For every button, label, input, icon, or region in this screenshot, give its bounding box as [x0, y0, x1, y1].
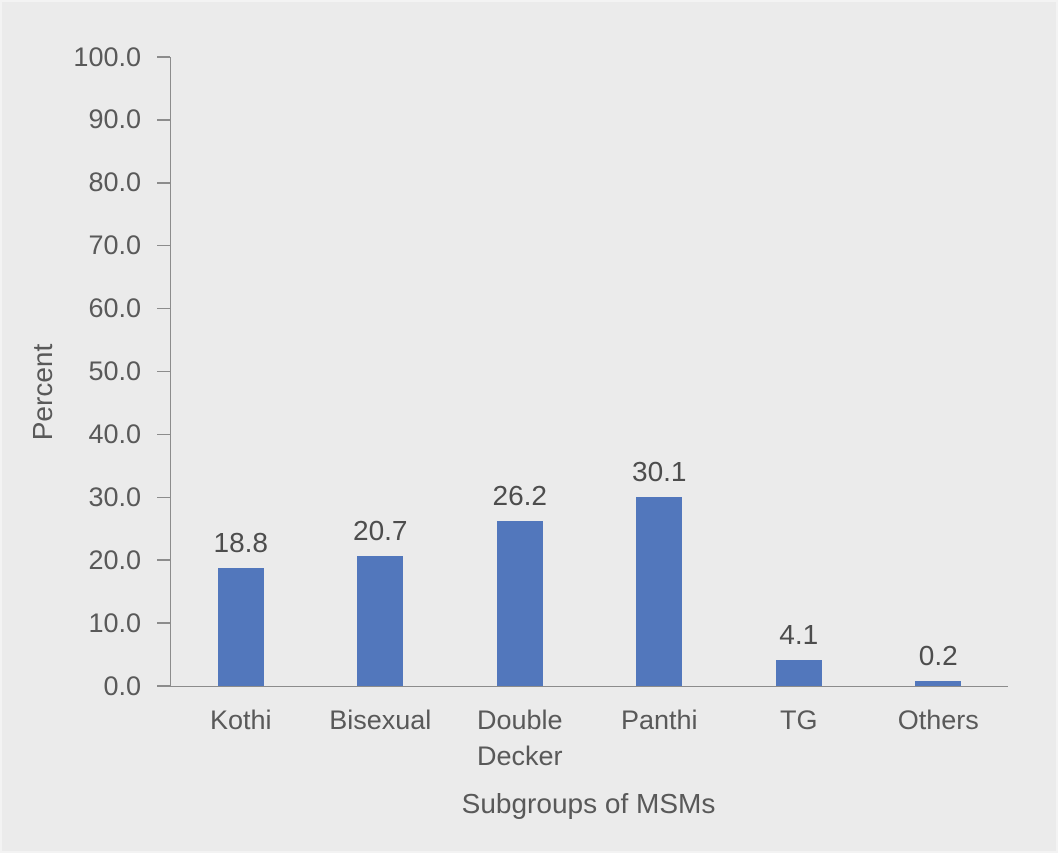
y-axis-tick-label: 0.0	[103, 670, 141, 701]
y-axis-tick-mark	[157, 433, 170, 436]
y-axis-tick-mark	[157, 370, 170, 373]
data-label: 4.1	[779, 619, 819, 651]
y-axis-tick-mark	[157, 56, 170, 58]
y-axis-tick-label: 60.0	[88, 293, 141, 324]
y-axis-tick-label: 90.0	[88, 104, 141, 135]
y-axis-tick-label: 20.0	[88, 544, 141, 575]
y-axis-tick-mark	[157, 182, 170, 184]
x-axis-category-label: Bisexual	[329, 705, 432, 735]
y-axis-tick-mark	[157, 622, 170, 624]
y-axis-tick-mark	[157, 244, 170, 247]
y-axis-tick-mark	[157, 119, 170, 121]
x-axis-category-label: Double Decker	[476, 705, 563, 771]
y-axis-tick-mark	[157, 685, 170, 687]
y-axis-tick-mark	[157, 559, 170, 561]
x-axis-category-label: Panthi	[620, 705, 698, 735]
x-axis-title: Subgroups of MSMs	[461, 788, 716, 819]
plot-area: 0.0 10.0 20.0 30.0 40.0 50.0 60.0 70.0 80.0 90.0 1…	[73, 43, 1008, 771]
bar-kothi	[217, 567, 264, 686]
bar-panthi	[636, 496, 683, 686]
y-axis-tick-label: 50.0	[88, 356, 141, 386]
y-axis-tick-mark	[157, 307, 170, 310]
bar-tg	[775, 660, 822, 686]
data-label: 20.7	[353, 514, 408, 546]
data-label: 0.2	[918, 640, 958, 671]
bar-others	[915, 681, 962, 686]
y-axis-tick-label: 10.0	[88, 607, 141, 638]
y-axis-tick-label: 70.0	[88, 230, 141, 261]
y-axis-tick-label: 40.0	[88, 418, 141, 449]
y-axis-tick-mark	[157, 496, 170, 499]
y-axis-tick-label: 100.0	[73, 41, 141, 72]
x-axis-category-label: Others	[897, 705, 979, 735]
data-label: 26.2	[492, 480, 548, 512]
bar-double-decker	[496, 521, 543, 686]
data-label: 30.1	[632, 455, 687, 487]
bar-bisexual	[357, 555, 404, 686]
y-axis-tick-label: 80.0	[88, 167, 141, 198]
y-axis-tick-label: 30.0	[88, 481, 141, 512]
data-label: 18.8	[213, 526, 269, 558]
x-axis-category-label: TG	[780, 705, 818, 735]
x-axis-category-label: Kothi	[209, 705, 272, 735]
